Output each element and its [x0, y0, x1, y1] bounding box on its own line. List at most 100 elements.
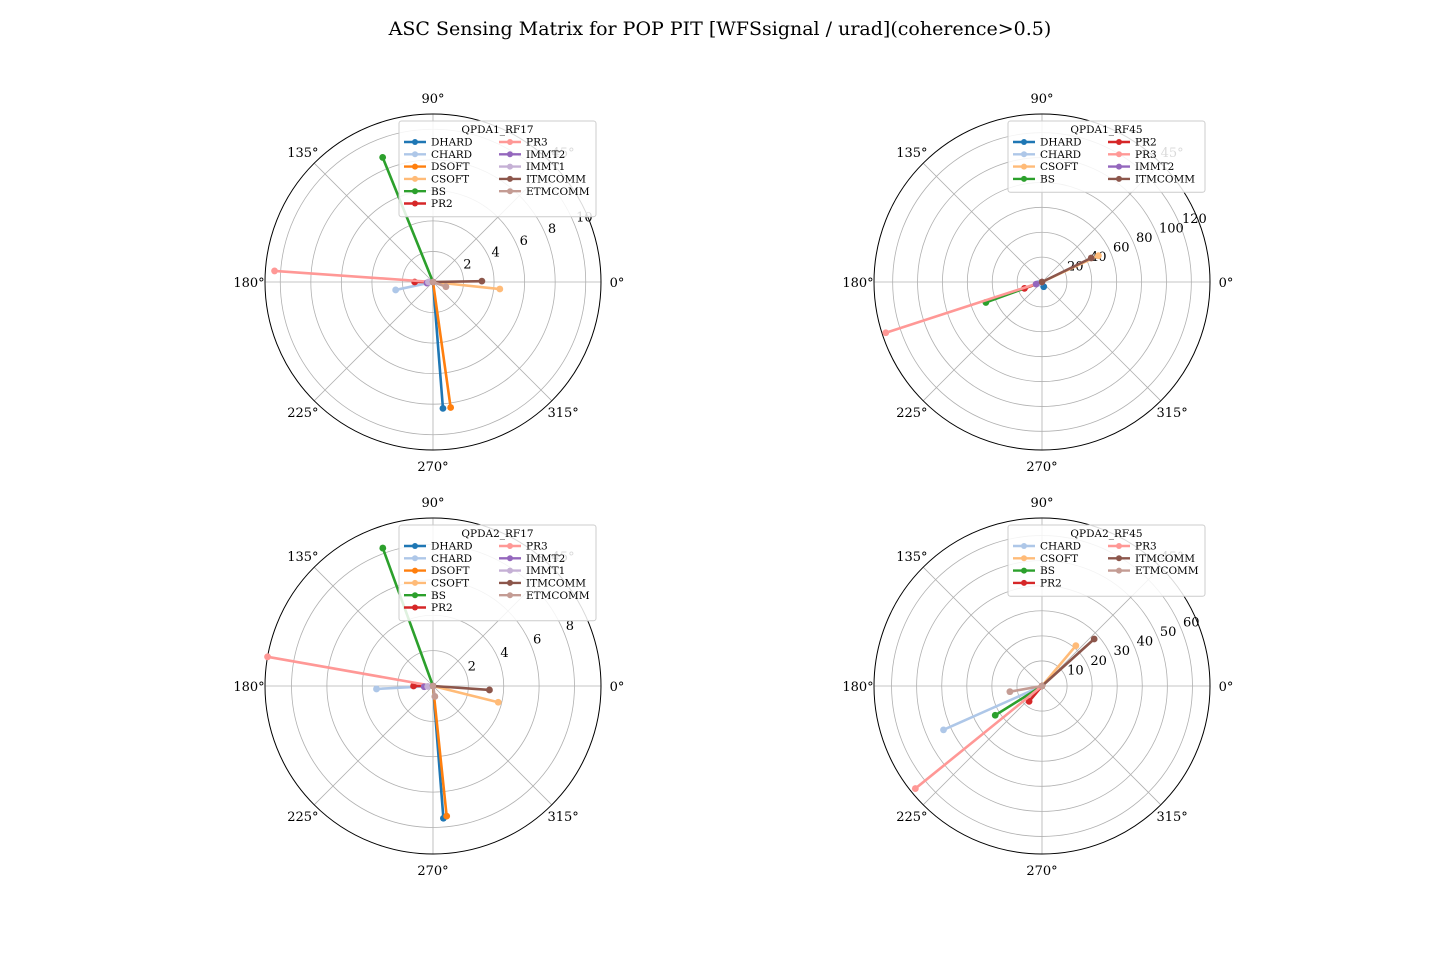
series-pr3 [911, 682, 1046, 792]
angle-tick-label: 0° [610, 680, 625, 695]
legend-entry: DHARD [404, 137, 472, 149]
series-marker [1025, 697, 1033, 705]
series-marker [425, 278, 432, 286]
angle-tick-label: 0° [1219, 276, 1234, 291]
radial-gridline [1016, 660, 1068, 712]
legend-swatch-marker [1021, 543, 1027, 549]
angular-gridline [922, 566, 1043, 687]
series-marker [494, 698, 502, 706]
legend-label: PR2 [431, 602, 453, 614]
series-marker [379, 153, 387, 161]
radial-gridline [991, 635, 1093, 737]
angle-tick-label: 135° [287, 550, 318, 565]
legend-swatch-marker [1116, 555, 1122, 562]
series-marker [379, 544, 387, 552]
angle-tick-label: 270° [417, 864, 448, 879]
series-marker [486, 686, 493, 694]
legend-label: ETMCOMM [526, 186, 590, 198]
legend-swatch-marker [1021, 567, 1027, 574]
legend-label: CHARD [431, 149, 472, 161]
legend-swatch-marker [412, 188, 418, 195]
angular-gridline [313, 566, 434, 687]
legend-label: PR3 [1135, 541, 1157, 553]
radial-gridline [966, 610, 1118, 762]
legend-entry: IMMT2 [1108, 161, 1174, 173]
angle-tick-label: 315° [547, 810, 578, 825]
radial-tick-label: 120 [1182, 212, 1207, 227]
radial-gridline [371, 220, 495, 344]
legend-swatch-marker [1021, 555, 1027, 562]
radial-gridline [1016, 256, 1068, 308]
angle-tick-label: 225° [896, 810, 927, 825]
legend-label: DHARD [1040, 137, 1081, 149]
series-line [942, 684, 1044, 732]
legend-swatch-marker [1116, 175, 1122, 182]
legend-swatch-marker [507, 567, 513, 574]
legend-entry: ITMCOMM [499, 578, 586, 590]
legend-label: CHARD [431, 553, 472, 565]
legend-entry: PR2 [404, 602, 453, 614]
legend-box [1007, 524, 1206, 597]
series-marker [882, 329, 890, 337]
legend-entry: IMMT2 [499, 553, 565, 565]
angular-gridline [1041, 685, 1162, 806]
legend-swatch-marker [412, 604, 418, 611]
radial-tick-label: 20 [1090, 654, 1107, 669]
angle-tick-label: 225° [896, 406, 927, 421]
legend-label: PR2 [1040, 578, 1062, 590]
radial-tick-label: 60 [1183, 615, 1200, 630]
series-line [431, 684, 448, 818]
legend-label: PR2 [431, 198, 453, 210]
legend-entry: BS [1013, 174, 1055, 186]
angle-tick-label: 90° [1030, 92, 1053, 107]
legend-label: CSOFT [431, 578, 469, 590]
legend-entry: ITMCOMM [1108, 174, 1195, 186]
radial-tick-label: 100 [1159, 221, 1184, 236]
radial-tick-label: 8 [548, 222, 556, 237]
legend-entry: CSOFT [1013, 553, 1078, 565]
series-line [431, 280, 452, 409]
legend-swatch-marker [1021, 151, 1027, 158]
legend-swatch-marker [507, 555, 513, 562]
legend-swatch-marker [412, 555, 418, 562]
angle-tick-label: 180° [233, 680, 264, 695]
angle-tick-label: 270° [1026, 460, 1057, 475]
angular-gridline [1041, 281, 1162, 402]
series-marker [478, 277, 486, 285]
polar-panel-qpda2-rf17: 0°45°90°135°180°225°270°315°2468QPDA2_RF… [233, 496, 624, 879]
legend-swatch-marker [412, 139, 418, 145]
angle-tick-label: 0° [1219, 680, 1234, 695]
legend-entry: BS [1013, 565, 1055, 577]
radial-tick-label: 50 [1160, 625, 1177, 640]
legend-entry: IMMT1 [499, 565, 565, 577]
legend-label: DHARD [431, 541, 472, 553]
legend-swatch-marker [412, 151, 418, 158]
legend-entry: CSOFT [404, 578, 469, 590]
radial-tick-label: 4 [491, 246, 499, 261]
series-marker [1032, 280, 1040, 288]
legend-label: BS [431, 186, 446, 198]
legend-swatch-marker [507, 592, 513, 599]
legend-swatch-marker [412, 592, 418, 599]
origin-marker [1038, 682, 1046, 690]
origin-marker [429, 278, 437, 286]
radial-tick-label: 6 [533, 632, 541, 647]
series-marker [447, 404, 455, 411]
legend-entry: ETMCOMM [1108, 565, 1199, 577]
legend-swatch-marker [412, 200, 418, 207]
legend-entry: DSOFT [404, 161, 470, 173]
polar-frame [264, 113, 602, 451]
radial-tick-label: 2 [468, 659, 476, 674]
legend-entry: CHARD [404, 553, 472, 565]
legend-label: DHARD [431, 137, 472, 149]
legend-swatch-marker [507, 139, 513, 145]
legend-entry: CSOFT [1013, 161, 1078, 173]
series-line [1040, 256, 1093, 284]
radial-gridline [991, 231, 1093, 333]
radial-tick-label: 10 [1067, 663, 1084, 678]
series-line [273, 269, 435, 284]
legend-label: BS [431, 590, 446, 602]
legend-swatch-marker [507, 188, 513, 195]
series-dhard [429, 278, 447, 412]
angle-tick-label: 225° [287, 406, 318, 421]
